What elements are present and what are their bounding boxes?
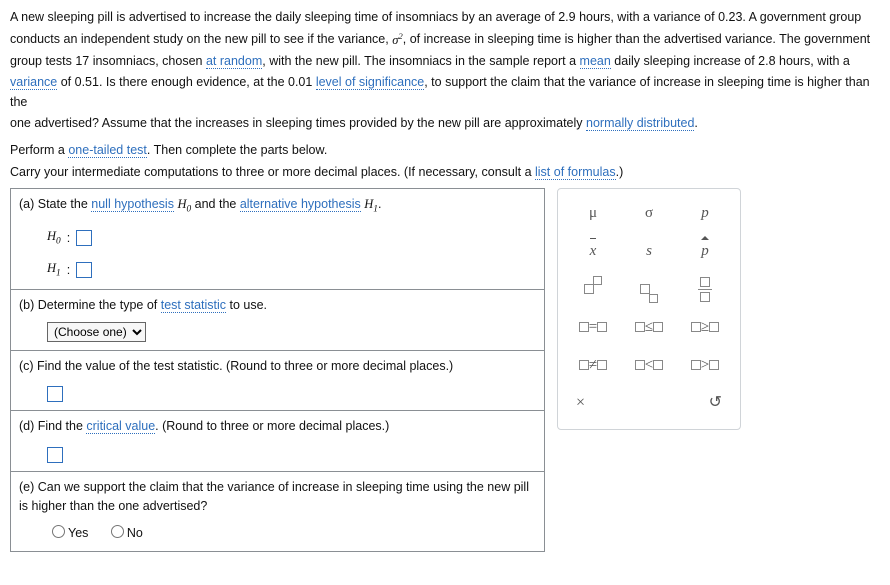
palette-reset-icon[interactable]: ↺: [709, 389, 722, 417]
text: hours, with a: [776, 54, 850, 68]
h0-symbol: H0: [177, 197, 191, 211]
symbol-palette: μ σ p x s p = ≤ ≥ ≠ < > × ↺: [557, 188, 741, 430]
text: Perform a: [10, 143, 68, 157]
text: , of increase in sleeping time is higher…: [403, 33, 870, 47]
colon: :: [67, 261, 70, 280]
sigma-squared: σ2: [392, 33, 403, 47]
palette-square-sub[interactable]: [626, 275, 672, 303]
h0-row: H0 :: [19, 227, 536, 249]
value: 2.8: [758, 54, 775, 68]
link-level-of-significance[interactable]: level of significance: [316, 75, 424, 90]
palette-mu[interactable]: μ: [570, 199, 616, 227]
link-at-random[interactable]: at random: [206, 54, 262, 69]
value: 17: [75, 54, 89, 68]
value: 0.51: [75, 75, 99, 89]
problem-statement: A new sleeping pill is advertised to inc…: [10, 8, 880, 182]
text: of: [57, 75, 74, 89]
text: Carry your intermediate computations to …: [10, 165, 535, 179]
part-b: (b) Determine the type of test statistic…: [11, 290, 544, 351]
text: . Is there enough evidence, at the: [99, 75, 288, 89]
questions-panel: (a) State the null hypothesis H0 and the…: [10, 188, 545, 552]
palette-s[interactable]: s: [626, 237, 672, 265]
link-critical-value[interactable]: critical value: [86, 419, 155, 434]
no-radio[interactable]: [111, 525, 124, 538]
link-variance[interactable]: variance: [10, 75, 57, 90]
text: .: [378, 197, 381, 211]
palette-lt[interactable]: <: [626, 351, 672, 379]
link-list-of-formulas[interactable]: list of formulas: [535, 165, 616, 180]
test-statistic-select[interactable]: (Choose one): [47, 322, 146, 342]
text: .: [694, 116, 697, 130]
text: . (Round to three or more decimal places…: [155, 419, 389, 433]
h1-symbol: H1: [364, 197, 378, 211]
value: 0.01: [288, 75, 312, 89]
palette-le[interactable]: ≤: [626, 313, 672, 341]
part-c: (c) Find the value of the test statistic…: [11, 351, 544, 411]
palette-ne[interactable]: ≠: [570, 351, 616, 379]
palette-square-sup[interactable]: [570, 275, 616, 303]
part-a: (a) State the null hypothesis H0 and the…: [11, 189, 544, 290]
test-statistic-input[interactable]: [47, 386, 63, 402]
h1-row: H1 :: [19, 259, 536, 281]
link-mean[interactable]: mean: [580, 54, 611, 69]
h0-label: H0: [47, 227, 61, 249]
link-null-hypothesis[interactable]: null hypothesis: [91, 197, 174, 212]
palette-p[interactable]: p: [682, 199, 728, 227]
text: . A government group: [742, 10, 861, 24]
text: hours, with a variance of: [576, 10, 718, 24]
text: and the: [191, 197, 240, 211]
no-option[interactable]: No: [106, 526, 143, 540]
palette-xbar[interactable]: x: [570, 237, 616, 265]
palette-clear-icon[interactable]: ×: [576, 389, 585, 417]
text: daily sleeping increase of: [611, 54, 758, 68]
link-normally-distributed[interactable]: normally distributed: [586, 116, 694, 131]
h1-input[interactable]: [76, 262, 92, 278]
text: . Then complete the parts below.: [147, 143, 327, 157]
part-d: (d) Find the critical value. (Round to t…: [11, 411, 544, 471]
critical-value-input[interactable]: [47, 447, 63, 463]
palette-gt[interactable]: >: [682, 351, 728, 379]
yes-radio[interactable]: [52, 525, 65, 538]
text: , with the new pill. The insomniacs in t…: [262, 54, 579, 68]
text: conducts an independent study on the new…: [10, 33, 392, 47]
yes-option[interactable]: Yes: [47, 526, 88, 540]
link-alternative-hypothesis[interactable]: alternative hypothesis: [240, 197, 361, 212]
palette-eq[interactable]: =: [570, 313, 616, 341]
h1-label: H1: [47, 259, 61, 281]
h0-input[interactable]: [76, 230, 92, 246]
colon: :: [67, 229, 70, 248]
value: 2.9: [558, 10, 575, 24]
palette-ge[interactable]: ≥: [682, 313, 728, 341]
text: insomniacs, chosen: [89, 54, 206, 68]
text: (b) Determine the type of: [19, 298, 161, 312]
palette-fraction[interactable]: [682, 275, 728, 303]
text: one advertised? Assume that the increase…: [10, 116, 586, 130]
text: .): [616, 165, 624, 179]
text: (a) State the: [19, 197, 91, 211]
palette-phat[interactable]: p: [682, 237, 728, 265]
palette-sigma[interactable]: σ: [626, 199, 672, 227]
link-one-tailed-test[interactable]: one-tailed test: [68, 143, 147, 158]
text: (c) Find the value of the test statistic…: [19, 357, 536, 376]
text: (e) Can we support the claim that the va…: [19, 478, 536, 517]
text: (d) Find the: [19, 419, 86, 433]
value: 0.23: [718, 10, 742, 24]
link-test-statistic[interactable]: test statistic: [161, 298, 226, 313]
text: A new sleeping pill is advertised to inc…: [10, 10, 558, 24]
text: group tests: [10, 54, 75, 68]
text: to use.: [226, 298, 267, 312]
part-e: (e) Can we support the claim that the va…: [11, 472, 544, 551]
